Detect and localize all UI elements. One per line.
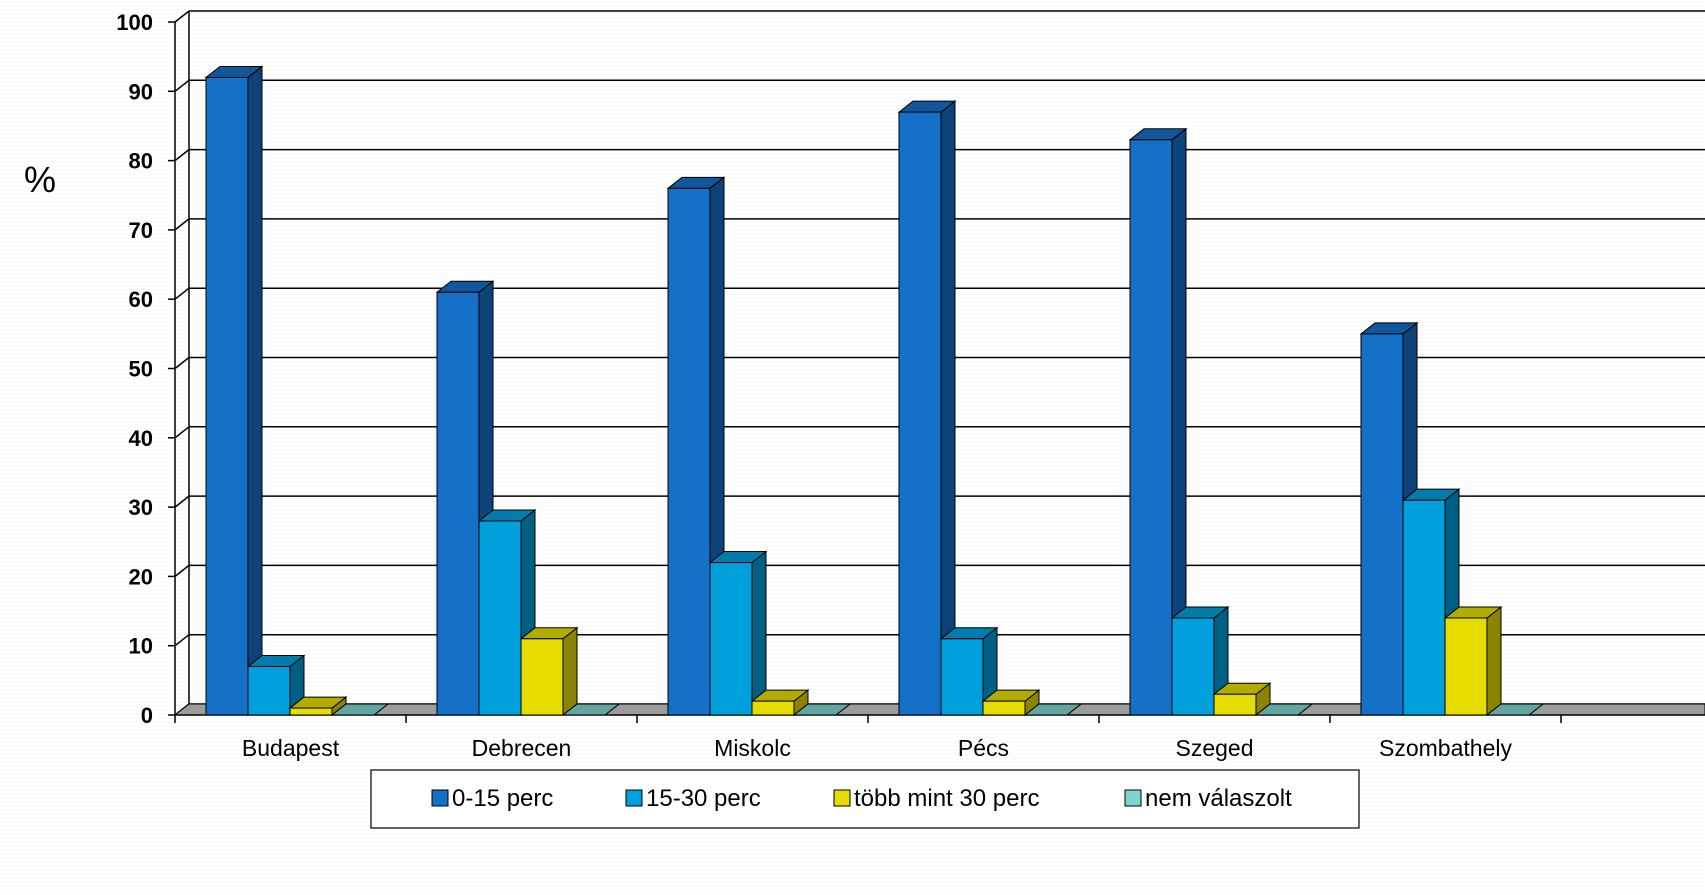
- legend-label: 0-15 perc: [452, 785, 553, 812]
- bar-Miskolc-15-30 perc: [708, 550, 768, 717]
- y-tick-label: 70: [129, 218, 153, 243]
- x-tick-label: Budapest: [242, 735, 340, 761]
- bar-Szeged-0-15 perc: [1128, 127, 1188, 717]
- bar-Budapest-nem válaszolt: [330, 703, 390, 716]
- bar-Miskolc-nem válaszolt: [792, 703, 852, 716]
- grid-diagonal: [174, 79, 190, 92]
- y-tick-label: 0: [141, 703, 153, 728]
- y-axis-label: %: [24, 159, 56, 200]
- bar-Pécs-nem válaszolt: [1023, 703, 1083, 716]
- grid-diagonal: [174, 634, 190, 647]
- bar-Miskolc-0-15 perc: [666, 176, 726, 717]
- legend-swatch: [833, 789, 851, 807]
- legend-swatch: [1124, 789, 1142, 807]
- bar-Debrecen-nem válaszolt: [561, 703, 621, 716]
- bar-Miskolc-több mint 30 perc: [750, 689, 810, 717]
- grid-diagonal: [174, 149, 190, 162]
- axes: 0 10 20 30 40 50 60 70 80 90 100 Budapest Debrecen Mi…: [116, 10, 1705, 761]
- bar-Szeged-nem válaszolt: [1254, 703, 1314, 716]
- bar-Pécs-több mint 30 perc: [981, 689, 1041, 717]
- grid-diagonal: [174, 495, 190, 508]
- x-tick-label: Debrecen: [472, 735, 572, 761]
- y-tick-label: 80: [129, 149, 153, 174]
- legend-label: nem válaszolt: [1145, 785, 1292, 812]
- legend-swatch: [625, 789, 643, 807]
- y-tick-label: 30: [129, 495, 153, 520]
- bar-Pécs-0-15 perc: [897, 100, 957, 717]
- bars: [204, 65, 1545, 717]
- bar-Szeged-15-30 perc: [1170, 605, 1230, 717]
- y-tick-label: 50: [129, 357, 153, 382]
- legend: 0-15 perc 15-30 perc több mint 30 perc nem …: [370, 769, 1360, 829]
- legend-box: [370, 769, 1360, 829]
- grid-diagonal: [174, 426, 190, 439]
- legend-swatch: [431, 789, 449, 807]
- grid-diagonal: [174, 287, 190, 300]
- grid-diagonal: [174, 10, 190, 23]
- legend-label: több mint 30 perc: [854, 785, 1039, 812]
- grid-diagonal: [174, 356, 190, 370]
- grid-diagonal: [174, 564, 190, 577]
- legend-label: 15-30 perc: [646, 785, 761, 812]
- y-tick-label: 90: [129, 79, 153, 104]
- y-tick-label: 10: [129, 634, 153, 659]
- x-tick-label: Szeged: [1175, 735, 1253, 761]
- grid-diagonal: [174, 218, 190, 231]
- y-tick-label: 40: [129, 426, 153, 451]
- x-tick-label: Szombathely: [1379, 735, 1512, 761]
- bar-Szeged-több mint 30 perc: [1212, 682, 1272, 717]
- y-tick-label: 100: [116, 10, 153, 35]
- bar-Budapest-több mint 30 perc: [288, 696, 348, 717]
- bar-Debrecen-több mint 30 perc: [519, 626, 579, 717]
- x-tick-label: Miskolc: [714, 735, 791, 761]
- bar-Budapest-0-15 perc: [204, 65, 264, 717]
- bar-Szombathely-több mint 30 perc: [1443, 605, 1503, 717]
- y-tick-label: 20: [129, 564, 153, 589]
- bar-Szombathely-nem válaszolt: [1485, 703, 1545, 716]
- y-tick-label: 60: [129, 287, 153, 312]
- x-tick-label: Pécs: [958, 735, 1009, 761]
